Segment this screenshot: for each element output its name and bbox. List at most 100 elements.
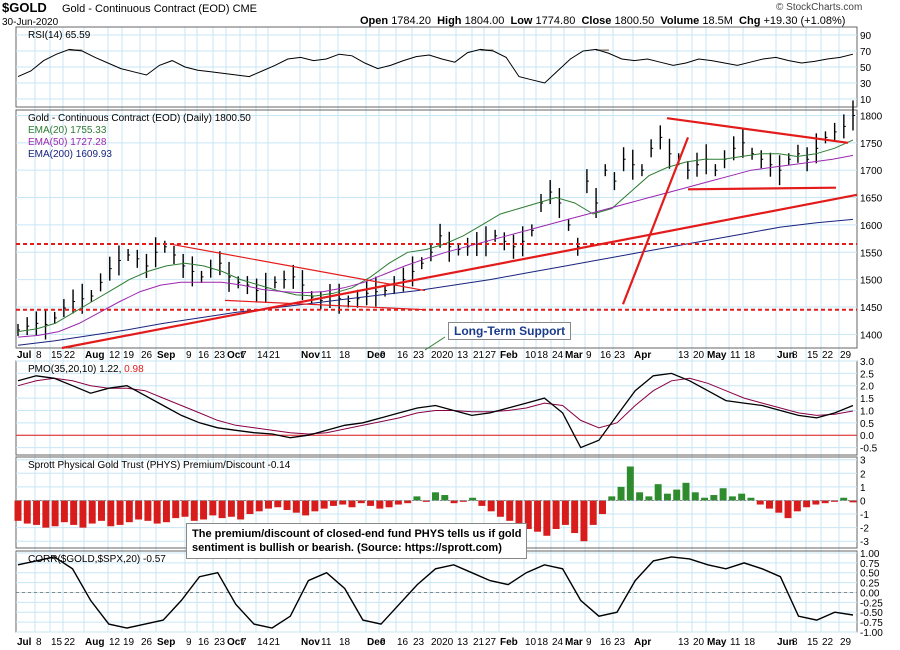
pmo-y-tick-label: 1.5: [860, 394, 874, 405]
corr-y-tick-label: 0.50: [860, 569, 880, 580]
phys-bar: [821, 500, 829, 504]
x-axis-label-bottom: 2020: [431, 637, 454, 648]
chg-label: Chg: [739, 15, 761, 27]
ema50-label: EMA(50) 1727.28: [28, 137, 107, 148]
phys-bar: [320, 500, 328, 509]
x-axis-label-top: 2020: [431, 350, 454, 361]
x-axis-label-bottom: 16: [397, 637, 409, 648]
rsi-y-tick-label: 50: [860, 63, 872, 74]
x-axis-label-top: 23: [214, 350, 226, 361]
x-axis-label-top: 23: [614, 350, 626, 361]
phys-bar: [691, 492, 699, 501]
phys-bar: [663, 493, 671, 501]
x-axis-label-top: 16: [600, 350, 612, 361]
corr-line: [17, 556, 854, 629]
x-axis-label-bottom: 29: [840, 637, 852, 648]
price-y-tick-label: 1400: [860, 330, 883, 341]
pmo-y-tick-label: 3.0: [860, 357, 874, 368]
trend-line: [666, 117, 849, 144]
x-axis-label-bottom: 16: [198, 637, 210, 648]
phys-y-tick-label: -1: [860, 510, 869, 521]
corr-y-tick-label: 1.00: [860, 549, 880, 560]
rsi-overbought-fill: [596, 49, 609, 51]
x-axis-label-bottom: 18: [339, 637, 351, 648]
phys-bar: [107, 500, 115, 527]
phys-bar: [496, 500, 504, 517]
phys-bar: [552, 500, 560, 529]
phys-bar: [33, 500, 41, 525]
x-axis-label-bottom: 11: [321, 637, 332, 648]
rsi-y-tick-label: 30: [860, 79, 872, 90]
x-axis-label-top: 8: [36, 350, 42, 361]
phys-bar: [701, 497, 709, 501]
phys-bar: [719, 488, 727, 501]
x-axis-label-bottom: 22: [64, 637, 76, 648]
rsi-line: [17, 48, 854, 84]
x-axis-label-top: 18: [744, 350, 756, 361]
phys-y-tick-label: -2: [860, 524, 869, 535]
x-axis-label-top: 18: [537, 350, 549, 361]
ohlc-readout: Open 1784.20 High 1804.00 Low 1774.80 Cl…: [360, 15, 845, 27]
phys-bar: [626, 466, 634, 501]
phys-bar: [450, 500, 458, 504]
phys-bar: [255, 500, 263, 512]
open-label: Open: [360, 15, 389, 27]
trend-line: [169, 243, 426, 292]
x-axis-label-top: Feb: [500, 350, 518, 361]
x-axis-label-bottom: 26: [141, 637, 153, 648]
pmo-y-tick-label: 2.5: [860, 369, 874, 380]
x-axis-label-top: 23: [413, 350, 425, 361]
phys-bar: [784, 500, 792, 519]
x-axis-label-top: Jul: [17, 350, 32, 361]
x-axis-label-top: 22: [822, 350, 834, 361]
x-axis-label-top: Sep: [157, 350, 175, 361]
phys-bar: [534, 500, 542, 532]
phys-y-tick-label: 2: [860, 469, 866, 480]
phys-bar: [329, 500, 337, 506]
phys-bar: [153, 500, 161, 524]
phys-note-line2: sentiment is bullish or bearish. (Source…: [192, 542, 502, 554]
x-axis-label-bottom: 7: [241, 637, 247, 648]
phys-bar: [367, 500, 375, 506]
chart-symbol: $GOLD: [2, 0, 47, 15]
x-axis-label-bottom: 20: [693, 637, 705, 648]
phys-bar: [756, 500, 764, 505]
phys-bar: [218, 500, 226, 519]
pmo-signal-line: [17, 377, 854, 435]
phys-y-tick-label: 0: [860, 496, 866, 507]
phys-y-tick-label: -3: [860, 537, 869, 548]
annotation-pointer: [424, 336, 446, 351]
x-axis-label-top: Dec: [367, 350, 386, 361]
ema20-label: EMA(20) 1755.33: [28, 125, 107, 136]
phys-bar: [571, 500, 579, 534]
x-axis-label-top: Aug: [85, 350, 104, 361]
x-axis-label-bottom: 27: [485, 637, 497, 648]
phys-panel-label: Sprott Physical Gold Trust (PHYS) Premiu…: [28, 460, 291, 471]
phys-bar: [654, 484, 662, 501]
phys-bar: [645, 496, 653, 501]
phys-bar: [302, 500, 310, 516]
low-label: Low: [510, 15, 533, 27]
phys-bar: [413, 496, 421, 501]
chg-value: +19.30 (+1.08%): [763, 15, 846, 27]
x-axis-label-bottom: Dec: [367, 637, 386, 648]
phys-note-line1: The premium/discount of closed-end fund …: [192, 528, 522, 540]
pmo-y-tick-label: 2.0: [860, 382, 874, 393]
x-axis-label-bottom: 13: [457, 637, 469, 648]
phys-y-tick-label: 1: [860, 483, 866, 494]
phys-bar: [385, 500, 393, 508]
x-axis-label-bottom: 15: [51, 637, 63, 648]
phys-bar: [339, 500, 347, 505]
phys-bar: [422, 500, 430, 502]
x-axis-label-bottom: 18: [537, 637, 549, 648]
phys-bar: [144, 500, 152, 521]
phys-bar: [589, 500, 597, 525]
phys-bar: [376, 500, 384, 509]
x-axis-label-bottom: 22: [822, 637, 834, 648]
low-value: 1774.80: [535, 15, 576, 27]
x-axis-label-bottom: 23: [413, 637, 425, 648]
phys-bar: [441, 495, 449, 501]
x-axis-label-bottom: 8: [792, 637, 798, 648]
phys-bar: [849, 500, 857, 503]
